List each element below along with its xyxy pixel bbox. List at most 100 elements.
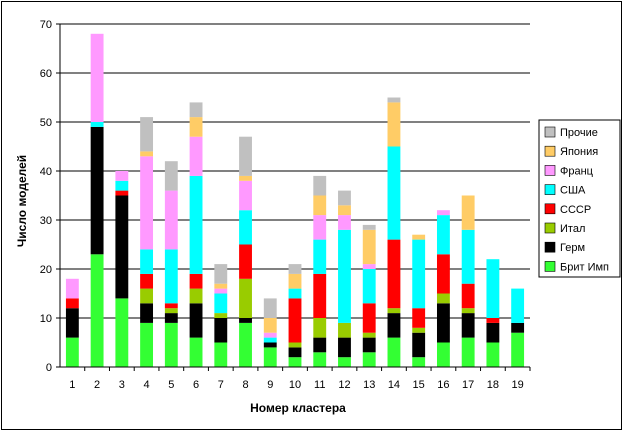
x-tick-label: 16: [437, 379, 449, 391]
bar-segment: [387, 146, 401, 240]
x-tick-label: 3: [119, 379, 125, 391]
bar-segment: [461, 313, 475, 338]
bar-segment: [288, 342, 302, 348]
bar-segment: [140, 303, 154, 323]
bar-segment: [214, 288, 228, 294]
bar-segment: [338, 322, 351, 338]
x-tick-label: 7: [218, 379, 224, 391]
bar-segment: [412, 239, 426, 309]
bar-segment: [263, 342, 277, 348]
bar-segment: [313, 215, 327, 240]
bar-segment: [288, 288, 302, 299]
bar-segment: [313, 239, 327, 274]
y-tick-label: 40: [40, 166, 52, 178]
bar-segment: [164, 308, 178, 314]
legend-swatch: [544, 184, 556, 195]
y-tick-label: 50: [40, 117, 52, 129]
x-axis-title: Номер кластера: [250, 401, 346, 415]
bar-segment: [313, 337, 327, 353]
bar-segment: [239, 278, 252, 318]
bar-segment: [90, 33, 104, 122]
bar-segment: [140, 288, 154, 304]
bar-segment: [239, 244, 252, 279]
y-tick-label: 30: [40, 215, 52, 227]
legend-label: Франц: [560, 165, 594, 177]
y-tick-label: 70: [40, 19, 52, 31]
bar-segment: [461, 337, 475, 367]
bar-segment: [313, 352, 327, 367]
x-tick-label: 17: [462, 379, 474, 391]
x-tick-label: 15: [413, 379, 425, 391]
y-tick-label: 20: [40, 264, 52, 276]
bar-segment: [164, 190, 178, 250]
bar-segment: [461, 283, 475, 309]
bar-segment: [263, 347, 277, 367]
bar-segment: [239, 318, 252, 323]
x-tick-label: 2: [94, 379, 100, 391]
legend-swatch: [544, 145, 556, 157]
bar-segment: [486, 322, 500, 343]
bar-segment: [362, 269, 376, 304]
bar-segment: [263, 298, 277, 318]
x-tick-label: 5: [168, 379, 174, 391]
bar-segment: [338, 337, 351, 358]
bar-segment: [214, 283, 228, 289]
bar-segment: [239, 136, 252, 176]
x-tick-label: 6: [193, 379, 199, 391]
x-tick-label: 12: [338, 379, 350, 391]
legend-label: Итал: [560, 223, 585, 235]
bar-segment: [239, 322, 252, 367]
bar-segment: [436, 215, 450, 255]
bar-segment: [338, 357, 351, 367]
bar-segment: [288, 298, 302, 343]
legend-label: США: [560, 185, 586, 197]
y-tick-label: 0: [46, 362, 52, 374]
bar-segment: [436, 210, 450, 216]
bar-segment: [362, 303, 376, 333]
legend-label: СССР: [560, 204, 591, 216]
bar-segment: [239, 210, 252, 245]
bar-segment: [189, 117, 203, 137]
legend-swatch: [544, 165, 556, 176]
bar-segment: [164, 313, 178, 323]
bar-segment: [436, 293, 450, 304]
bar-segment: [313, 318, 327, 338]
bar-segment: [387, 308, 401, 314]
bar-segment: [511, 322, 525, 333]
bar-segment: [263, 318, 277, 333]
x-tick-label: 8: [242, 379, 248, 391]
bar-segment: [412, 327, 426, 333]
x-tick-label: 14: [388, 379, 400, 391]
y-tick-label: 60: [40, 68, 52, 80]
x-tick-label: 4: [144, 379, 150, 391]
bar-segment: [140, 322, 154, 367]
bar-segment: [263, 337, 277, 343]
bar-segment: [461, 229, 475, 284]
bar-segment: [362, 264, 376, 269]
bar-segment: [90, 254, 104, 367]
bar-segment: [313, 175, 327, 196]
legend-swatch: [544, 241, 556, 253]
legend: Прочие Япония Франц США СССР Итал Герм Брит Имп: [538, 119, 621, 278]
bar-segment: [412, 357, 426, 367]
bar-segment: [214, 342, 228, 367]
legend-label: Япония: [560, 146, 598, 158]
bar-segment: [486, 342, 500, 367]
legend-swatch: [544, 126, 556, 138]
bar-segment: [214, 264, 228, 284]
bar-segment: [65, 308, 79, 338]
legend-swatch: [544, 222, 556, 234]
bar-segment: [189, 337, 203, 367]
bar-segment: [387, 102, 401, 147]
bar-segment: [338, 229, 351, 323]
bar-segment: [288, 273, 302, 289]
axes: [59, 24, 530, 368]
bar-segment: [387, 97, 401, 103]
bar-segment: [436, 342, 450, 367]
bar-segment: [90, 122, 104, 127]
bar-segment: [189, 273, 203, 289]
bar-segment: [115, 190, 129, 196]
bar-segment: [239, 180, 252, 211]
